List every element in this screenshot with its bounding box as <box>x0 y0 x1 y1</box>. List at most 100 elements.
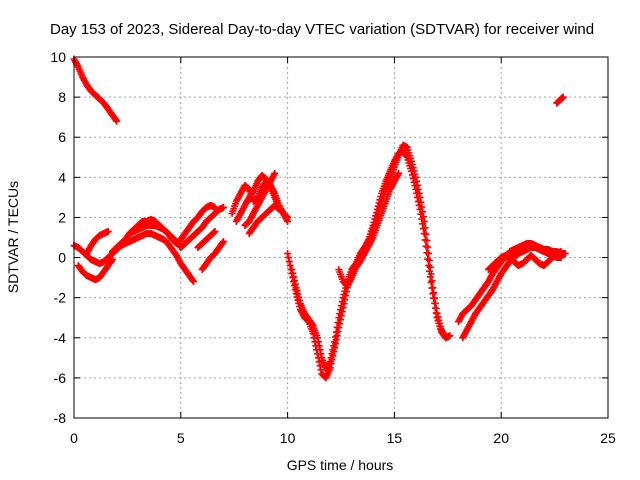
series-track-11 <box>241 169 279 229</box>
data-point <box>335 314 343 322</box>
data-point <box>422 242 430 250</box>
data-point <box>425 267 433 275</box>
data-point <box>340 290 348 298</box>
plot-frame <box>73 56 609 419</box>
data-point <box>104 227 112 235</box>
data-point <box>410 178 418 186</box>
data-point <box>331 338 339 346</box>
data-point <box>414 197 422 205</box>
series-track-10 <box>232 171 292 225</box>
data-point <box>416 205 424 213</box>
data-point <box>284 250 292 258</box>
x-tick-label: 0 <box>70 430 78 446</box>
data-point <box>288 266 296 274</box>
data-points <box>70 55 569 382</box>
data-point <box>370 218 378 226</box>
series-track-7 <box>198 238 228 274</box>
data-point <box>339 294 347 302</box>
data-point <box>290 273 298 281</box>
data-point <box>423 249 431 257</box>
data-point <box>289 269 297 277</box>
y-tick-label: 6 <box>58 129 66 145</box>
data-point <box>333 323 341 331</box>
x-tick-label: 15 <box>387 430 403 446</box>
y-tick-label: -8 <box>54 410 67 426</box>
data-point <box>296 296 304 304</box>
y-tick-label: 8 <box>58 89 66 105</box>
data-point <box>334 319 342 327</box>
y-axis-label: SDTVAR / TECUs <box>5 181 21 293</box>
data-point <box>337 306 345 314</box>
data-point <box>337 302 345 310</box>
y-tick-label: 0 <box>58 250 66 266</box>
data-point <box>211 227 219 235</box>
data-point <box>442 334 450 342</box>
data-point <box>341 287 349 295</box>
data-point <box>375 199 383 207</box>
data-point <box>283 213 291 221</box>
x-tick-label: 25 <box>600 430 616 446</box>
data-point <box>420 229 428 237</box>
data-point <box>377 193 385 201</box>
data-point <box>429 290 437 298</box>
x-axis-label: GPS time / hours <box>287 457 394 473</box>
series-track-15 <box>335 169 403 290</box>
y-tick-label: -6 <box>54 370 67 386</box>
data-point <box>432 309 440 317</box>
data-point <box>407 167 415 175</box>
data-point <box>430 294 438 302</box>
data-point <box>292 284 300 292</box>
x-tick-label: 20 <box>493 430 509 446</box>
data-point <box>553 252 561 260</box>
y-tick-label: 4 <box>58 169 66 185</box>
y-tick-label: -4 <box>54 330 67 346</box>
data-point <box>412 185 420 193</box>
data-point <box>374 202 382 210</box>
data-point <box>108 257 116 265</box>
x-tick-labels: 0 5 10 15 20 25 <box>70 430 616 446</box>
series-track-2 <box>70 229 198 286</box>
data-point <box>419 225 427 233</box>
data-point <box>295 293 303 301</box>
data-point <box>327 354 335 362</box>
data-point <box>284 254 292 262</box>
data-point <box>415 201 423 209</box>
data-point <box>112 116 120 124</box>
data-point <box>424 255 432 263</box>
data-point <box>338 298 346 306</box>
chart-title: Day 153 of 2023, Sidereal Day-to-day VTE… <box>50 21 594 38</box>
data-point <box>425 262 433 270</box>
data-point <box>330 342 338 350</box>
data-point <box>108 256 116 264</box>
series-track-4 <box>83 227 112 258</box>
data-point <box>285 258 293 266</box>
data-point <box>431 299 439 307</box>
data-point <box>210 228 218 236</box>
data-point <box>561 250 569 258</box>
data-point <box>419 220 427 228</box>
data-point <box>446 332 454 340</box>
series-track-18 <box>484 248 565 274</box>
data-point <box>421 236 429 244</box>
data-point <box>314 338 322 346</box>
data-point <box>395 169 403 177</box>
series-track-3 <box>74 256 116 284</box>
series-track-19 <box>506 240 561 260</box>
data-point <box>286 262 294 270</box>
data-point <box>220 203 228 211</box>
data-point <box>190 278 198 286</box>
data-point <box>413 189 421 197</box>
data-point <box>426 273 434 281</box>
data-point <box>294 290 302 298</box>
data-point <box>308 321 316 329</box>
y-tick-labels: -8 -6 -4 -2 0 2 4 6 8 10 <box>50 49 66 426</box>
data-point <box>402 152 410 160</box>
data-point <box>329 346 337 354</box>
data-point <box>315 342 323 350</box>
series-track-20 <box>553 93 567 107</box>
data-point <box>441 333 449 341</box>
data-point <box>409 175 417 183</box>
data-point <box>559 93 567 101</box>
data-point <box>332 328 340 336</box>
